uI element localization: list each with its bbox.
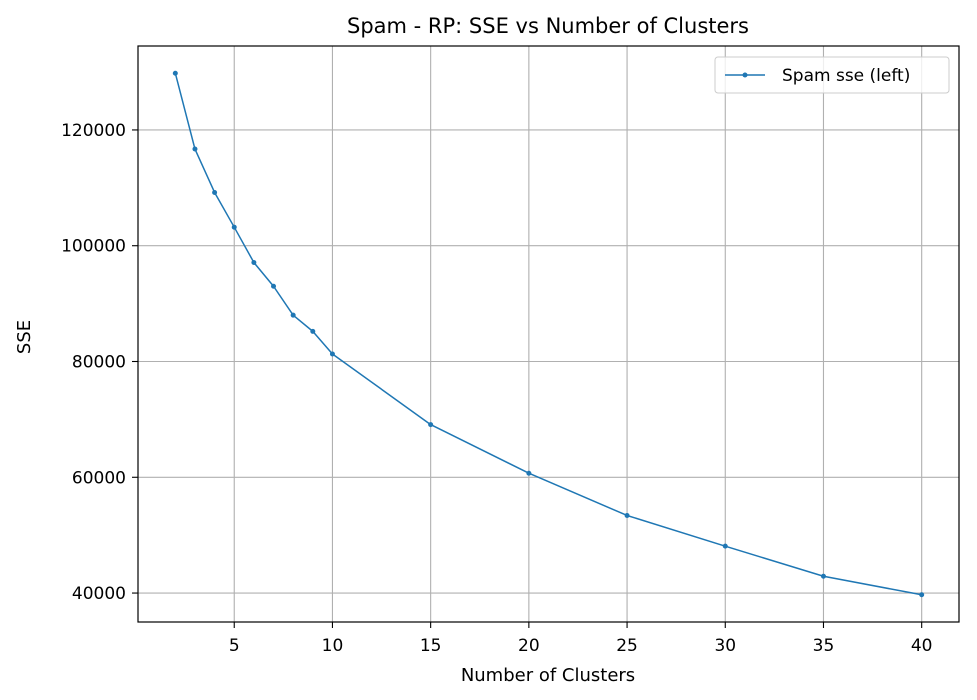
axis-ticks: 5 10 15 20 25 30 35 40 40000 60000 80000 100000 1200… bbox=[61, 121, 932, 656]
x-axis-label: Number of Clusters bbox=[461, 665, 635, 686]
data-point bbox=[722, 543, 728, 549]
data-point bbox=[820, 573, 826, 579]
y-tick-label: 120000 bbox=[61, 121, 126, 141]
x-tick-label: 25 bbox=[616, 636, 638, 656]
y-tick-label: 80000 bbox=[72, 352, 126, 372]
grid-lines bbox=[138, 46, 959, 622]
x-tick-label: 20 bbox=[518, 636, 540, 656]
x-tick-label: 5 bbox=[229, 636, 240, 656]
data-point bbox=[251, 260, 257, 266]
data-point bbox=[428, 422, 434, 428]
legend-box bbox=[714, 56, 950, 94]
x-tick-label: 40 bbox=[911, 636, 933, 656]
data-point bbox=[329, 351, 335, 357]
x-tick-label: 30 bbox=[714, 636, 736, 656]
data-point bbox=[526, 470, 532, 476]
data-point bbox=[310, 328, 316, 334]
series-line bbox=[174, 73, 922, 596]
x-tick-label: 15 bbox=[420, 636, 442, 656]
data-point bbox=[290, 312, 296, 318]
y-axis-label: SSE bbox=[14, 320, 35, 354]
data-point bbox=[172, 70, 178, 76]
y-tick-label: 100000 bbox=[61, 237, 126, 257]
data-point bbox=[919, 592, 925, 598]
legend: Spam sse (left) bbox=[714, 56, 950, 94]
x-tick-label: 10 bbox=[322, 636, 344, 656]
plot-frame bbox=[137, 45, 960, 623]
data-point bbox=[192, 146, 198, 152]
y-tick-label: 60000 bbox=[72, 468, 126, 488]
y-tick-label: 40000 bbox=[72, 584, 126, 604]
data-point bbox=[624, 512, 630, 518]
data-point bbox=[231, 224, 237, 230]
legend-entry-label: Spam sse (left) bbox=[782, 66, 910, 86]
series-layer bbox=[172, 70, 925, 598]
chart-title: Spam - RP: SSE vs Number of Clusters bbox=[347, 14, 749, 38]
data-point bbox=[271, 283, 277, 289]
legend-marker-sample bbox=[742, 72, 748, 78]
data-point bbox=[212, 189, 218, 195]
x-tick-label: 35 bbox=[813, 636, 835, 656]
